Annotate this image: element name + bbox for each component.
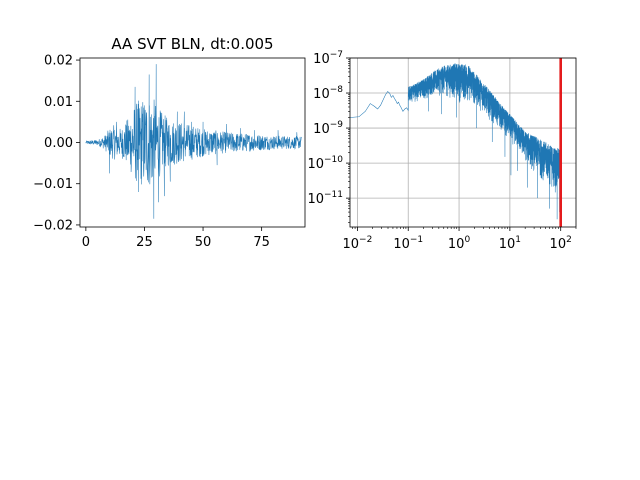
waveform-x-axis: 0 25 50 75	[82, 227, 270, 250]
x-tick-label: 50	[195, 235, 212, 250]
x-tick-label: 10−2	[342, 235, 372, 252]
tick-exponent: −11	[324, 190, 343, 200]
y-tick-label: 10−8	[313, 85, 343, 102]
tick-exponent: −8	[330, 85, 344, 95]
tick-base: 10	[499, 237, 516, 252]
tick-exponent: −10	[324, 155, 343, 165]
spectrum-plot-area	[349, 57, 577, 228]
x-tick-label: 25	[136, 235, 153, 250]
tick-exponent: −1	[410, 235, 423, 245]
tick-base: 10	[393, 237, 410, 252]
tick-base: 10	[313, 87, 330, 102]
y-tick-label: 10−9	[313, 120, 343, 137]
tick-base: 10	[313, 122, 330, 137]
tick-base: 10	[448, 237, 465, 252]
x-tick-label: 100	[448, 235, 471, 252]
y-tick-label: 10−11	[307, 190, 343, 207]
y-tick-label: 10−10	[307, 155, 343, 172]
spectrum-x-axis: 10−2 10−1 100 101 102	[342, 227, 577, 252]
tick-base: 10	[550, 237, 567, 252]
y-tick-label: 0.01	[44, 95, 73, 110]
x-tick-label: 101	[499, 235, 521, 252]
tick-exponent: −9	[330, 120, 344, 130]
chart-title: AA SVT BLN, dt:0.005	[111, 35, 273, 53]
tick-exponent: −2	[359, 235, 372, 245]
tick-exponent: −7	[330, 50, 343, 60]
y-tick-label: −0.02	[33, 218, 73, 233]
waveform-y-axis: −0.02 −0.01 0.00 0.01 0.02	[33, 54, 80, 233]
x-tick-label: 10−1	[393, 235, 423, 252]
waveform-series-line	[85, 64, 302, 219]
y-tick-label: 10−7	[313, 50, 343, 67]
y-tick-label: 0.00	[44, 136, 73, 151]
tick-base: 10	[307, 157, 324, 172]
tick-exponent: 1	[515, 235, 521, 245]
tick-base: 10	[307, 192, 324, 207]
spectrum-axes-frame	[349, 57, 577, 228]
x-tick-label: 75	[253, 235, 270, 250]
y-tick-label: 0.02	[44, 54, 73, 69]
tick-exponent: 0	[464, 235, 470, 245]
waveform-panel: AA SVT BLN, dt:0.005 0 25 50 75 −0.02 −0.01 0…	[33, 35, 306, 250]
tick-base: 10	[342, 237, 359, 252]
x-tick-label: 102	[550, 235, 572, 252]
tick-exponent: 2	[566, 235, 572, 245]
y-tick-label: −0.01	[33, 177, 73, 192]
spectrum-series-line	[349, 63, 561, 220]
x-tick-label: 0	[82, 235, 90, 250]
tick-base: 10	[313, 52, 330, 67]
